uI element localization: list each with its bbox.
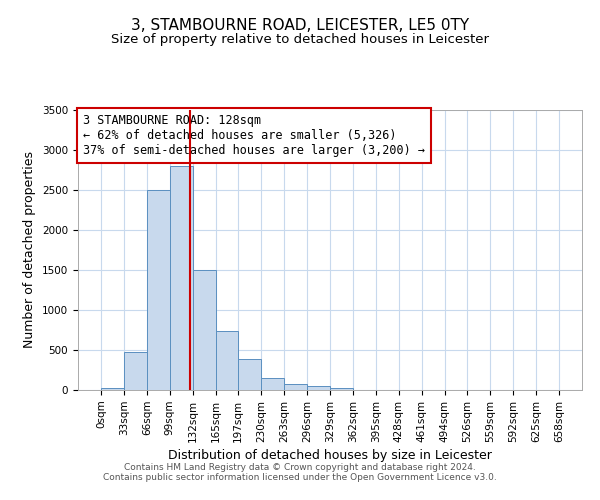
Bar: [193, 270, 216, 390]
Bar: [124, 352, 147, 390]
Bar: [170, 166, 193, 390]
Bar: [101, 388, 124, 390]
Bar: [147, 190, 170, 390]
X-axis label: Distribution of detached houses by size in Leicester: Distribution of detached houses by size …: [168, 449, 492, 462]
Text: 3 STAMBOURNE ROAD: 128sqm
← 62% of detached houses are smaller (5,326)
37% of se: 3 STAMBOURNE ROAD: 128sqm ← 62% of detac…: [83, 114, 425, 157]
Bar: [261, 378, 284, 390]
Bar: [307, 386, 330, 390]
Bar: [238, 359, 261, 390]
Bar: [330, 388, 353, 390]
Text: 3, STAMBOURNE ROAD, LEICESTER, LE5 0TY: 3, STAMBOURNE ROAD, LEICESTER, LE5 0TY: [131, 18, 469, 32]
Bar: [216, 331, 238, 390]
Text: Size of property relative to detached houses in Leicester: Size of property relative to detached ho…: [111, 32, 489, 46]
Text: Contains HM Land Registry data © Crown copyright and database right 2024.
Contai: Contains HM Land Registry data © Crown c…: [103, 463, 497, 482]
Bar: [284, 384, 307, 390]
Y-axis label: Number of detached properties: Number of detached properties: [23, 152, 37, 348]
